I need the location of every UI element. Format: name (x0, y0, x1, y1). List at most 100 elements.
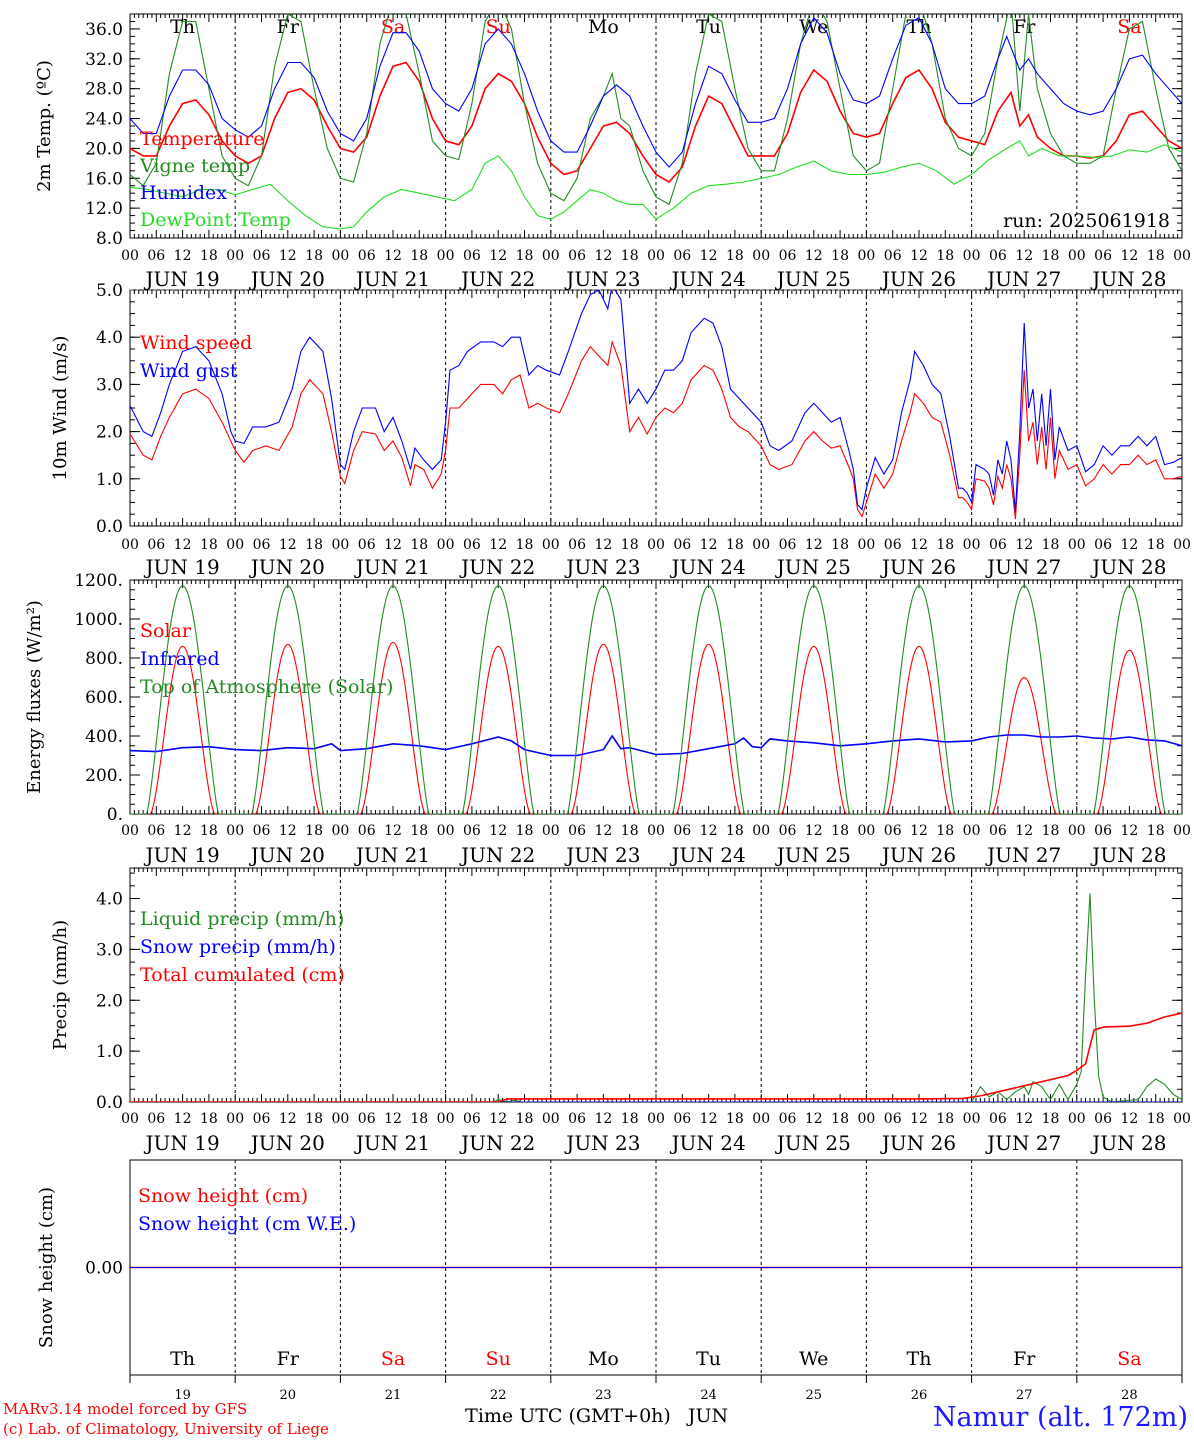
temperature-hour-label: 00 (1068, 248, 1086, 264)
temperature-ylabel: 2m Temp. (ºC) (34, 60, 55, 192)
precip-hour-label: 00 (857, 1111, 875, 1127)
energy-hour-label: 00 (1068, 823, 1086, 839)
energy-date-label: JUN 28 (1090, 843, 1166, 867)
precip-hour-label: 00 (752, 1111, 770, 1127)
energy-hour-label: 12 (174, 823, 192, 839)
energy-hour-label: 18 (621, 823, 639, 839)
temperature-hour-label: 18 (621, 248, 639, 264)
energy-hour-label: 12 (1120, 823, 1138, 839)
wind-hour-label: 12 (489, 537, 507, 553)
energy-hour-label: 06 (673, 823, 691, 839)
temperature-frame (129, 13, 1183, 239)
temperature-run-annotation: run: 2025061918 (1003, 210, 1170, 232)
temperature-day-name: Th (170, 16, 195, 38)
temperature-hour-label: 00 (647, 248, 665, 264)
snow-day-name: We (799, 1348, 828, 1370)
temperature-hour-label: 18 (305, 248, 323, 264)
energy-date-label: JUN 21 (354, 843, 430, 867)
precip-ytick-label: 3.0 (96, 940, 123, 960)
precip-hour-label: 18 (516, 1111, 534, 1127)
wind-hour-label: 06 (989, 537, 1007, 553)
energy-hour-label: 12 (384, 823, 402, 839)
energy-date-label: JUN 25 (775, 843, 851, 867)
energy-series-infrared (130, 734, 1182, 757)
precip-hour-label: 06 (884, 1111, 902, 1127)
temperature-hour-label: 00 (542, 248, 560, 264)
precip-hour-label: 12 (1120, 1111, 1138, 1127)
wind-hour-label: 06 (568, 537, 586, 553)
temperature-hour-label: 12 (700, 248, 718, 264)
wind-hour-label: 00 (1068, 537, 1086, 553)
energy-hour-label: 06 (989, 823, 1007, 839)
energy-hour-label: 18 (1147, 823, 1165, 839)
wind-date-label: JUN 19 (144, 555, 220, 579)
precip-hour-label: 06 (463, 1111, 481, 1127)
wind-hour-label: 06 (1094, 537, 1112, 553)
wind-date-label: JUN 20 (249, 555, 325, 579)
energy-hour-label: 18 (305, 823, 323, 839)
temperature-series-temperature (130, 61, 1182, 184)
precip-hour-label: 06 (673, 1111, 691, 1127)
energy-hour-label: 18 (1042, 823, 1060, 839)
wind-legend-wind-gust: Wind gust (140, 360, 238, 382)
energy-hour-label: 06 (779, 823, 797, 839)
wind-hour-label: 18 (621, 537, 639, 553)
precip-hour-label: 00 (1068, 1111, 1086, 1127)
precip-date-label: JUN 23 (564, 1131, 640, 1155)
snow-legend-snow-height-cm: Snow height (cm) (138, 1185, 308, 1207)
wind-ytick-label: 2.0 (96, 423, 123, 443)
temperature-ytick-label: 36.0 (85, 20, 123, 40)
wind-ytick-label: 4.0 (96, 328, 123, 348)
snow-ytick-label: 0.00 (85, 1259, 123, 1279)
wind-hour-label: 18 (200, 537, 218, 553)
temperature-hour-label: 00 (963, 248, 981, 264)
temperature-hour-label: 12 (910, 248, 928, 264)
precip-hour-label: 12 (489, 1111, 507, 1127)
precip-date-label: JUN 21 (354, 1131, 430, 1155)
energy-hour-label: 12 (1015, 823, 1033, 839)
temperature-date-label: JUN 21 (354, 267, 430, 291)
energy-ytick-label: 1000. (74, 610, 123, 630)
snow-day-name: Fr (277, 1348, 300, 1370)
energy-hour-label: 06 (568, 823, 586, 839)
temperature-date-label: JUN 27 (985, 267, 1061, 291)
temperature-hour-label: 18 (516, 248, 534, 264)
energy-hour-label: 06 (358, 823, 376, 839)
model-info-text: MARv3.14 model forced by GFS (3, 1400, 248, 1418)
precip-hour-label: 12 (174, 1111, 192, 1127)
energy-hour-label: 18 (726, 823, 744, 839)
precip-hour-label: 06 (1094, 1111, 1112, 1127)
energy-hour-label: 12 (594, 823, 612, 839)
precip-hour-label: 18 (200, 1111, 218, 1127)
wind-ytick-label: 3.0 (96, 375, 123, 395)
temperature-day-name: Fr (277, 16, 300, 38)
wind-hour-label: 12 (700, 537, 718, 553)
wind-hour-label: 18 (831, 537, 849, 553)
wind-series-wind-gust (130, 290, 1182, 512)
wind-hour-label: 00 (1173, 537, 1191, 553)
temperature-day-name: Sa (1117, 16, 1141, 38)
wind-hour-label: 00 (752, 537, 770, 553)
energy-hour-label: 00 (331, 823, 349, 839)
precip-hour-label: 00 (121, 1111, 139, 1127)
precip-hour-label: 18 (831, 1111, 849, 1127)
temperature-date-label: JUN 25 (775, 267, 851, 291)
wind-hour-label: 06 (673, 537, 691, 553)
wind-hour-label: 18 (726, 537, 744, 553)
precip-date-label: JUN 26 (880, 1131, 956, 1155)
energy-hour-label: 12 (700, 823, 718, 839)
precip-legend-liquid-precip-mm-h: Liquid precip (mm/h) (140, 908, 344, 930)
temperature-hour-label: 00 (331, 248, 349, 264)
temperature-day-name: Tu (696, 16, 721, 38)
wind-hour-label: 06 (463, 537, 481, 553)
precip-hour-label: 06 (779, 1111, 797, 1127)
precip-hour-label: 18 (1147, 1111, 1165, 1127)
wind-hour-label: 00 (647, 537, 665, 553)
energy-hour-label: 00 (963, 823, 981, 839)
temperature-ytick-label: 8.0 (96, 229, 123, 249)
precip-date-label: JUN 19 (144, 1131, 220, 1155)
wind-hour-label: 12 (1015, 537, 1033, 553)
precip-hour-label: 12 (279, 1111, 297, 1127)
temperature-hour-label: 18 (726, 248, 744, 264)
precip-ytick-label: 0.0 (96, 1093, 123, 1113)
